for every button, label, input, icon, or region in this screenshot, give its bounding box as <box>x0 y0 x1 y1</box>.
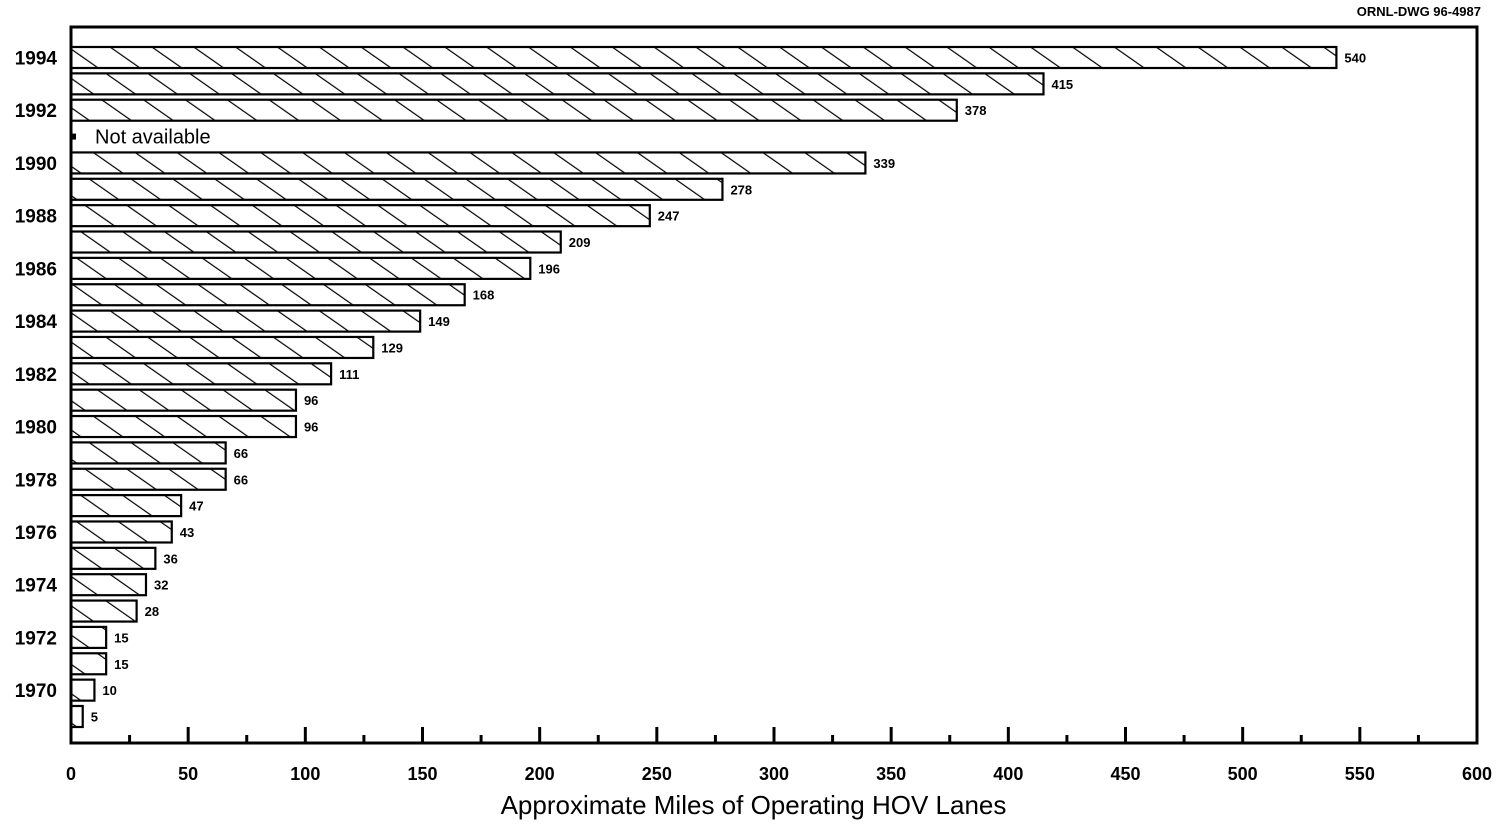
x-axis: 0 50 100 150 200 250 300 350 400 450 500 550 600 <box>66 727 1492 784</box>
data-label-1987: 209 <box>569 235 591 250</box>
data-label-1980: 96 <box>304 420 318 435</box>
bar-1978 <box>69 467 227 491</box>
x-tick-label-300: 300 <box>759 764 789 784</box>
bar-1973 <box>69 599 138 623</box>
y-axis: 1994 1992 1990 1988 1986 1984 1982 1980 1978 1976… <box>15 49 58 703</box>
bars-group: 540 415 378 Not available 339 278 247 209 196 168… <box>69 45 1366 729</box>
data-label-1975: 36 <box>163 551 177 566</box>
bar-1976 <box>69 520 173 544</box>
bar-1969 <box>69 704 84 729</box>
data-label-1993: 415 <box>1051 77 1073 92</box>
bar-1977 <box>69 494 183 518</box>
bar-1986 <box>69 256 532 280</box>
x-tick-label-0: 0 <box>66 764 76 784</box>
x-tick-label-50: 50 <box>178 764 198 784</box>
plot-frame <box>69 25 1479 745</box>
x-axis-title: Approximate Miles of Operating HOV Lanes <box>500 790 1007 820</box>
bar-1984 <box>69 309 422 333</box>
y-tick-label-1970: 1970 <box>15 681 57 702</box>
y-tick-label-1980: 1980 <box>15 418 57 439</box>
bar-1979 <box>69 441 227 465</box>
x-tick-label-350: 350 <box>876 764 906 784</box>
bar-1987 <box>69 230 562 254</box>
data-label-1994: 540 <box>1344 51 1366 66</box>
data-label-1972: 15 <box>114 630 128 645</box>
y-tick-label-1974: 1974 <box>15 576 58 597</box>
data-label-1983: 129 <box>381 340 403 355</box>
data-label-1992: 378 <box>965 103 987 118</box>
bar-1970 <box>69 678 96 702</box>
bar-1971 <box>69 652 108 676</box>
data-label-1973: 28 <box>145 604 159 619</box>
data-label-1985: 168 <box>473 288 495 303</box>
bar-1982 <box>69 362 333 386</box>
y-tick-label-1992: 1992 <box>15 101 57 122</box>
x-tick-label-500: 500 <box>1228 764 1258 784</box>
y-tick-label-1988: 1988 <box>15 207 57 228</box>
data-label-1981: 96 <box>304 393 318 408</box>
bar-1992 <box>69 98 958 122</box>
bar-1989 <box>69 177 724 201</box>
y-tick-label-1990: 1990 <box>15 154 57 175</box>
y-tick-label-1978: 1978 <box>15 470 57 491</box>
y-tick-label-1994: 1994 <box>15 49 58 70</box>
x-tick-label-450: 450 <box>1110 764 1140 784</box>
x-tick-label-600: 600 <box>1462 764 1492 784</box>
bar-1990 <box>69 151 867 175</box>
y-tick-label-1982: 1982 <box>15 365 57 386</box>
y-tick-label-1976: 1976 <box>15 523 57 544</box>
x-tick-label-150: 150 <box>407 764 437 784</box>
data-label-1974: 32 <box>154 578 168 593</box>
data-label-1978: 66 <box>234 472 248 487</box>
bar-1988 <box>69 204 651 228</box>
bar-1983 <box>69 335 375 360</box>
x-tick-label-100: 100 <box>290 764 320 784</box>
bar-1993 <box>69 72 1045 96</box>
bar-1994 <box>69 45 1338 70</box>
bar-1985 <box>69 283 466 307</box>
x-tick-label-550: 550 <box>1345 764 1375 784</box>
bar-1974 <box>69 573 148 597</box>
x-tick-label-400: 400 <box>993 764 1023 784</box>
data-label-1976: 43 <box>180 525 194 540</box>
not-available-label: Not available <box>95 127 211 149</box>
data-label-1988: 247 <box>658 209 680 224</box>
bar-1980 <box>69 414 298 439</box>
x-tick-label-250: 250 <box>642 764 672 784</box>
data-label-1982: 111 <box>339 367 359 382</box>
bar-1972 <box>69 625 108 650</box>
y-tick-label-1986: 1986 <box>15 259 57 280</box>
data-label-1984: 149 <box>428 314 450 329</box>
drawing-id: ORNL-DWG 96-4987 <box>1356 4 1481 19</box>
y-tick-label-1984: 1984 <box>15 312 58 333</box>
data-label-1971: 15 <box>114 657 128 672</box>
data-label-1990: 339 <box>873 156 895 171</box>
data-label-1989: 278 <box>730 182 752 197</box>
bar-1981 <box>69 388 298 412</box>
x-tick-label-200: 200 <box>525 764 555 784</box>
data-label-1969: 5 <box>91 710 98 725</box>
y-tick-label-1972: 1972 <box>15 628 57 649</box>
data-label-1977: 47 <box>189 499 203 514</box>
data-label-1979: 66 <box>234 446 248 461</box>
marker-1991 <box>71 133 76 140</box>
data-label-1970: 10 <box>102 683 116 698</box>
data-label-1986: 196 <box>538 261 560 276</box>
bar-1975 <box>69 546 157 570</box>
